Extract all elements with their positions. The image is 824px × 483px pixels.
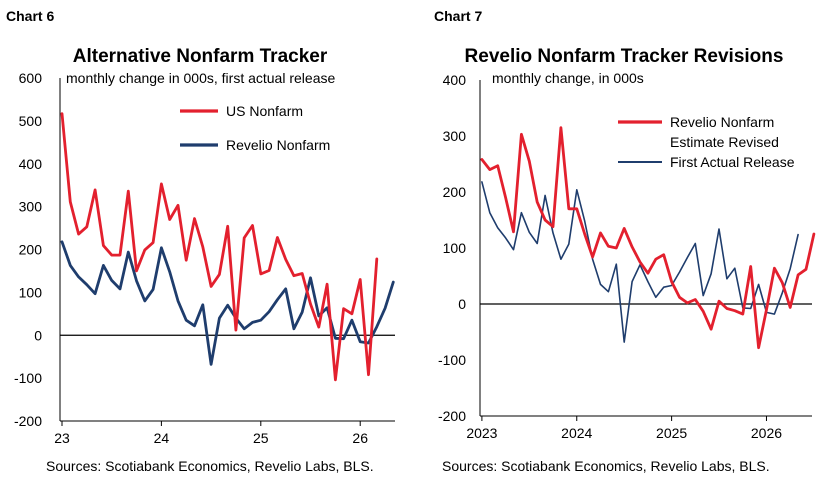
legend-label: Estimate Revised (670, 134, 779, 150)
chart-title: Revelio Nonfarm Tracker Revisions (465, 46, 784, 67)
y-tick-label: -200 (14, 413, 42, 429)
chart-6-panel: Chart 6 Alternative Nonfarm Tracker month… (6, 8, 395, 474)
series-line-navy (60, 240, 395, 366)
series-line-red (60, 112, 379, 382)
y-tick-label: 200 (443, 184, 467, 200)
series-line-navy (481, 181, 799, 343)
y-tick-label: 100 (443, 240, 467, 256)
y-tick-label: 0 (34, 327, 42, 343)
chart-source: Sources: Scotiabank Economics, Revelio L… (442, 458, 770, 474)
series-line-red (480, 126, 816, 350)
x-tick-label: 23 (54, 430, 70, 446)
y-tick-label: -100 (438, 352, 466, 368)
y-tick-label: -100 (14, 370, 42, 386)
x-tick-label: 2023 (466, 425, 497, 441)
y-tick-label: 0 (458, 296, 466, 312)
y-tick-label: -200 (438, 408, 466, 424)
legend-label: First Actual Release (670, 154, 795, 170)
x-tick-label: 2026 (751, 425, 782, 441)
chart-label: Chart 7 (434, 8, 483, 24)
y-tick-label: 400 (443, 72, 467, 88)
legend-label: Revelio Nonfarm (670, 114, 774, 130)
x-tick-label: 24 (154, 430, 170, 446)
chart-title: Alternative Nonfarm Tracker (73, 46, 328, 67)
chart-6-svg: Alternative Nonfarm Tracker monthly chang… (14, 46, 395, 446)
y-tick-label: 300 (19, 199, 43, 215)
chart-source: Sources: Scotiabank Economics, Revelio L… (46, 458, 374, 474)
y-tick-label: 200 (19, 242, 43, 258)
y-tick-label: 600 (19, 70, 43, 86)
chart-label: Chart 6 (6, 8, 55, 24)
y-tick-label: 300 (443, 128, 467, 144)
y-tick-label: 500 (19, 113, 43, 129)
chart-7-panel: Chart 7 Revelio Nonfarm Tracker Revision… (412, 0, 824, 483)
x-tick-label: 2024 (561, 425, 592, 441)
chart-7-svg: Revelio Nonfarm Tracker Revisions monthly… (438, 46, 816, 441)
legend-label: Revelio Nonfarm (226, 137, 330, 153)
y-tick-label: 100 (19, 284, 43, 300)
chart-subtitle: monthly change, in 000s (492, 70, 644, 86)
x-tick-label: 25 (253, 430, 269, 446)
legend-label: US Nonfarm (226, 103, 303, 119)
y-tick-label: 400 (19, 156, 43, 172)
x-tick-label: 2025 (656, 425, 687, 441)
chart-subtitle: monthly change in 000s, first actual rel… (66, 70, 335, 86)
x-tick-label: 26 (352, 430, 368, 446)
